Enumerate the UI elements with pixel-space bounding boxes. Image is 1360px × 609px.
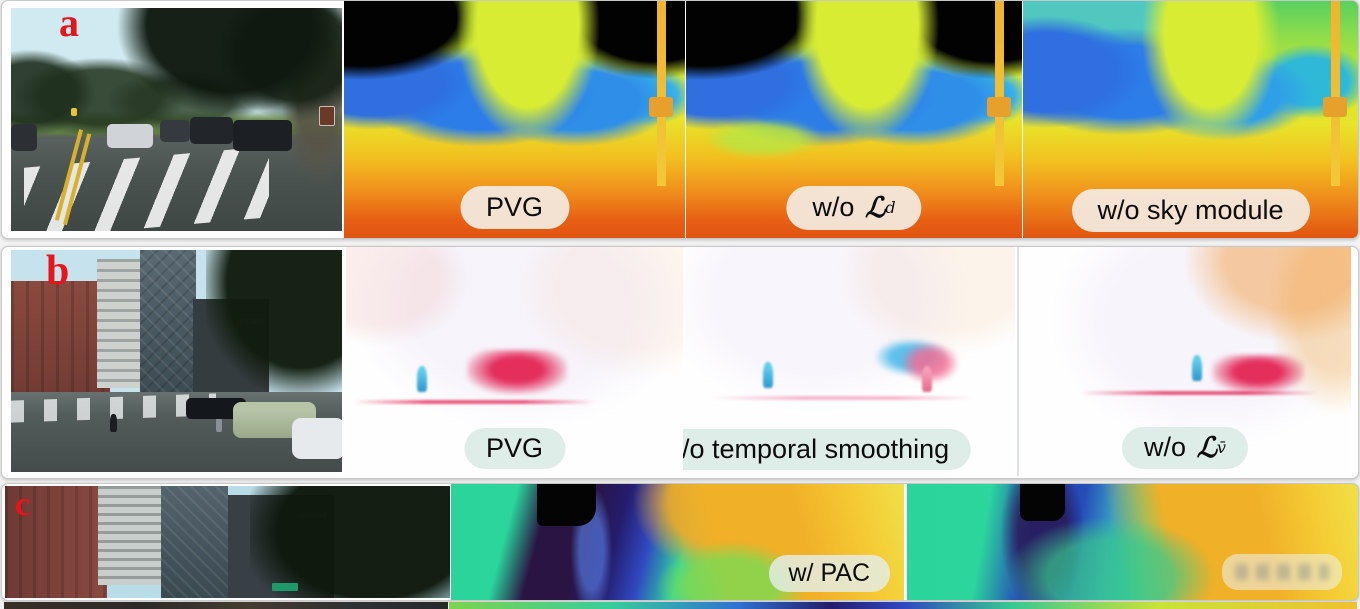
pole-shape bbox=[1322, 1, 1347, 186]
math-symbol: ℒ bbox=[865, 190, 886, 224]
building-shape bbox=[160, 486, 228, 598]
photo-street-scene-a bbox=[11, 8, 342, 231]
illegible-label-shape bbox=[1235, 564, 1329, 580]
label-pill-pvg-b: PVG bbox=[463, 427, 566, 469]
street-sign-shape bbox=[272, 583, 298, 592]
label-pill-w-pac: w/ PAC bbox=[768, 555, 890, 592]
depth-map-w-pac: w/ PAC bbox=[451, 484, 904, 600]
depth-map-variant bbox=[907, 484, 1358, 600]
flow-streak-shape bbox=[1078, 391, 1318, 396]
depth-map-pvg: PVG bbox=[344, 1, 685, 238]
row-c-card: c minted w/ PAC bbox=[1, 483, 1359, 601]
road-sign-shape bbox=[319, 106, 336, 127]
car-shape bbox=[11, 123, 38, 151]
building-shape bbox=[97, 258, 141, 388]
pedestrian-shape bbox=[110, 414, 118, 433]
row-marker-a: a bbox=[59, 0, 79, 45]
vehicle-flow-shape bbox=[467, 350, 568, 395]
car-shape bbox=[189, 117, 233, 145]
photo-street-scene-c: minted bbox=[5, 486, 450, 598]
flow-streak-shape bbox=[352, 400, 596, 405]
label-text: w/o bbox=[1143, 432, 1186, 463]
label-pill-wo-temporal: w/o temporal smoothing bbox=[683, 428, 972, 470]
building-shape bbox=[140, 250, 197, 397]
label-text: PVG bbox=[485, 432, 544, 463]
pedestrian-flow-shape bbox=[922, 366, 933, 393]
pedestrian-flow-shape bbox=[762, 361, 773, 388]
flow-streak-shape bbox=[709, 395, 976, 400]
pedestrian-flow-shape bbox=[416, 366, 427, 393]
car-shape bbox=[159, 119, 190, 142]
photo-street-scene-b: minted bbox=[11, 250, 342, 472]
vehicle-flow-shape bbox=[1211, 354, 1304, 393]
pedestrian-flow-shape bbox=[1191, 354, 1202, 381]
depth-map-wo-sky-module: w/o sky module bbox=[1023, 1, 1358, 238]
car-shape bbox=[186, 398, 246, 420]
building-shape bbox=[98, 486, 162, 585]
tree-shape bbox=[249, 486, 450, 598]
label-text: w/ PAC bbox=[788, 559, 871, 588]
pole-shape bbox=[986, 1, 1011, 186]
label-text: w/o sky module bbox=[1097, 194, 1284, 225]
row-marker-c: c bbox=[15, 486, 31, 523]
tree-shape bbox=[206, 250, 342, 393]
row-b-card: b minted PVG bbox=[1, 246, 1359, 479]
road-shape bbox=[11, 392, 342, 472]
label-pill-faded bbox=[1222, 554, 1342, 590]
road-sign-shape bbox=[70, 108, 77, 117]
math-symbol: ℒ bbox=[1196, 430, 1217, 464]
building-shape bbox=[5, 486, 108, 598]
cropped-depth-strip bbox=[449, 602, 1357, 609]
crosswalk-shape bbox=[24, 146, 270, 231]
sky-hole-shape bbox=[1019, 484, 1065, 522]
car-shape bbox=[106, 123, 154, 149]
row-marker-b: b bbox=[46, 248, 70, 294]
car-shape bbox=[232, 119, 293, 151]
sky-hole-shape bbox=[537, 484, 596, 526]
building-shape bbox=[11, 281, 111, 410]
cropped-photo-strip bbox=[4, 602, 448, 609]
car-shape bbox=[292, 417, 342, 460]
label-text: PVG bbox=[485, 191, 544, 222]
pole-shape bbox=[649, 1, 674, 186]
depth-artifact-shape bbox=[706, 119, 821, 158]
label-text: w/o temporal smoothing bbox=[683, 433, 950, 464]
label-pill-pvg-a: PVG bbox=[459, 185, 570, 229]
label-text: w/o bbox=[812, 192, 855, 223]
pedestrian-shape bbox=[216, 416, 223, 433]
flow-map-pvg: PVG bbox=[346, 247, 683, 476]
label-pill-wo-sky: w/o sky module bbox=[1071, 188, 1310, 232]
flow-map-wo-temporal-smoothing: w/o temporal smoothing bbox=[683, 247, 1015, 476]
